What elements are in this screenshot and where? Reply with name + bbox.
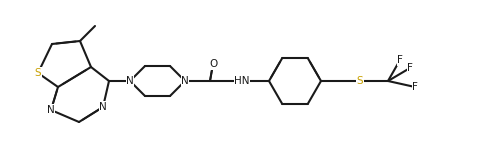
Text: F: F <box>397 55 403 65</box>
Text: HN: HN <box>234 76 250 86</box>
Text: N: N <box>47 105 55 115</box>
Text: N: N <box>126 76 134 86</box>
Text: S: S <box>35 68 41 78</box>
Text: N: N <box>99 102 107 112</box>
Text: S: S <box>357 76 363 86</box>
Text: F: F <box>412 82 418 92</box>
Text: O: O <box>209 59 217 69</box>
Text: F: F <box>407 63 413 73</box>
Text: N: N <box>181 76 189 86</box>
